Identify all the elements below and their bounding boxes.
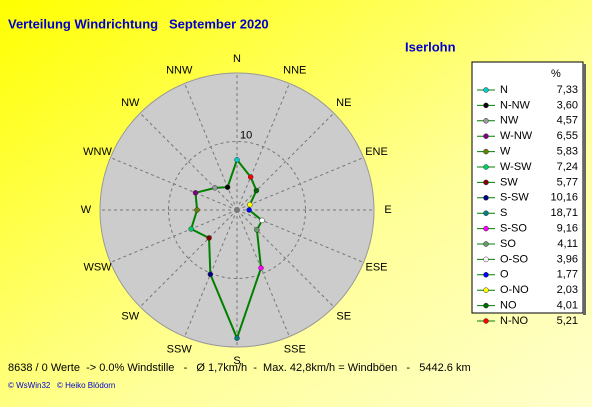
point bbox=[253, 187, 260, 194]
legend-label: N-NW bbox=[500, 99, 531, 111]
legend-value: 4,01 bbox=[557, 300, 578, 312]
r-tick-label: 10 bbox=[240, 129, 252, 141]
direction-label: NNW bbox=[166, 64, 193, 76]
chart-title: Verteilung Windrichtung September 2020 bbox=[8, 16, 269, 31]
legend-marker bbox=[483, 195, 489, 201]
legend-value: 7,24 bbox=[557, 161, 578, 173]
legend-label: NW bbox=[500, 115, 519, 127]
legend-label: W-SW bbox=[500, 161, 532, 173]
point bbox=[206, 235, 212, 241]
legend-box bbox=[471, 61, 584, 314]
legend-value: 5,83 bbox=[557, 146, 578, 158]
legend-marker bbox=[483, 241, 489, 247]
direction-label: NE bbox=[336, 97, 351, 109]
legend-label: NO bbox=[500, 300, 517, 312]
legend-marker bbox=[483, 133, 489, 139]
direction-label: NW bbox=[121, 97, 140, 109]
point bbox=[259, 217, 265, 224]
legend-marker bbox=[483, 287, 489, 293]
legend-value: 5,77 bbox=[557, 176, 578, 188]
legend-value: 4,11 bbox=[557, 238, 578, 250]
point bbox=[254, 227, 260, 233]
legend-marker bbox=[483, 272, 489, 278]
direction-label: ENE bbox=[365, 146, 388, 158]
location: Iserlohn bbox=[405, 39, 456, 54]
spoke bbox=[236, 112, 335, 211]
spoke bbox=[139, 209, 238, 308]
legend-label: W bbox=[500, 146, 511, 158]
legend-marker bbox=[483, 87, 489, 93]
footer: 8638 / 0 Werte -> 0.0% Windstille - Ø 1,… bbox=[8, 362, 471, 374]
legend-marker bbox=[483, 256, 489, 263]
legend-value: 6,55 bbox=[557, 130, 578, 142]
legend-header: % bbox=[551, 68, 561, 80]
point bbox=[234, 157, 240, 163]
point bbox=[247, 201, 253, 208]
direction-label: WNW bbox=[83, 146, 112, 158]
point bbox=[207, 271, 214, 278]
legend-label: N bbox=[500, 84, 508, 96]
point bbox=[234, 335, 240, 341]
legend-value: 4,57 bbox=[557, 115, 578, 127]
point bbox=[246, 207, 252, 213]
direction-label: E bbox=[384, 204, 391, 216]
direction-label: SSW bbox=[167, 343, 193, 355]
legend-value: 3,96 bbox=[557, 253, 578, 265]
legend-label: O-SO bbox=[500, 253, 529, 265]
legend-value: 3,60 bbox=[557, 99, 578, 111]
legend-label: S-SO bbox=[500, 223, 527, 235]
legend-marker bbox=[483, 179, 489, 186]
legend-label: N-NO bbox=[500, 315, 529, 327]
point bbox=[194, 207, 200, 213]
legend-label: SW bbox=[500, 176, 518, 188]
direction-label: WSW bbox=[83, 262, 112, 274]
point bbox=[224, 184, 231, 190]
direction-label: N bbox=[233, 53, 241, 65]
legend-marker bbox=[483, 102, 489, 109]
legend-value: 9,16 bbox=[557, 223, 578, 235]
point bbox=[212, 185, 218, 191]
direction-label: SW bbox=[121, 311, 139, 323]
spoke bbox=[139, 112, 238, 211]
legend-label: S-SW bbox=[500, 192, 529, 204]
legend-marker bbox=[483, 318, 489, 324]
legend-value: 1,77 bbox=[557, 269, 578, 281]
direction-label: SSE bbox=[284, 343, 306, 355]
direction-label: S bbox=[233, 355, 240, 367]
direction-label: W bbox=[81, 204, 92, 216]
legend-marker bbox=[483, 225, 489, 232]
legend-value: 5,21 bbox=[557, 315, 578, 327]
legend-value: 10,16 bbox=[550, 192, 578, 204]
legend-marker bbox=[483, 118, 489, 124]
legend-value: 18,71 bbox=[550, 207, 578, 219]
grid-circle bbox=[168, 141, 306, 279]
legend-marker bbox=[483, 148, 489, 155]
legend-label: W-NW bbox=[500, 130, 533, 142]
legend-label: SO bbox=[500, 238, 516, 250]
legend-label: O-NO bbox=[500, 284, 529, 296]
legend-label: O bbox=[500, 269, 509, 281]
direction-label: NNE bbox=[283, 64, 306, 76]
point bbox=[258, 265, 264, 271]
legend-value: 2,03 bbox=[557, 284, 578, 296]
direction-label: ESE bbox=[365, 262, 387, 274]
legend-marker bbox=[483, 302, 489, 309]
direction-label: SE bbox=[336, 311, 351, 323]
legend-shadow bbox=[583, 64, 586, 315]
legend-marker bbox=[483, 210, 489, 216]
point bbox=[192, 190, 199, 196]
legend-marker bbox=[483, 164, 489, 170]
credits: © WsWin32 © Heiko Blödorn bbox=[8, 381, 115, 390]
spoke bbox=[236, 209, 335, 308]
point bbox=[247, 174, 254, 180]
legend-label: S bbox=[500, 207, 507, 219]
point bbox=[188, 226, 194, 232]
legend-value: 7,33 bbox=[557, 84, 578, 96]
